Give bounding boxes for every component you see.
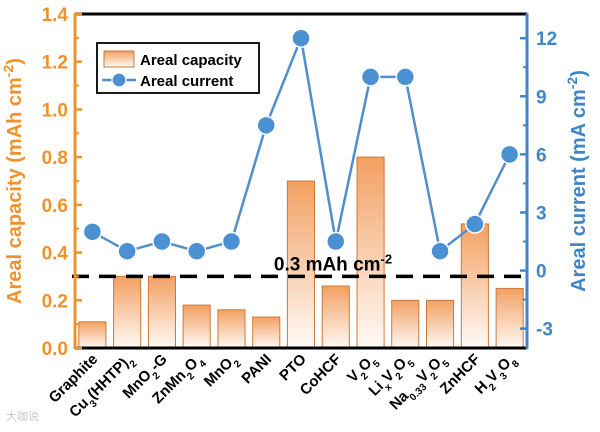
right-tick-label: 3 bbox=[536, 203, 547, 224]
legend-label-capacity: Areal capacity bbox=[140, 52, 242, 69]
bar-v2o5 bbox=[356, 156, 385, 349]
left-tick-label: 0.0 bbox=[42, 339, 68, 360]
point-znmn2o4 bbox=[186, 241, 207, 261]
point-cohcf bbox=[326, 231, 346, 252]
bar-pto bbox=[286, 180, 315, 349]
left-tick-label: 0.2 bbox=[42, 291, 68, 312]
left-tick-label: 1.2 bbox=[42, 53, 68, 74]
point-pto bbox=[291, 28, 311, 48]
watermark-text: 大咖说 bbox=[6, 409, 39, 423]
legend-label-current: Areal current bbox=[140, 73, 233, 90]
right-tick-label: 9 bbox=[536, 87, 547, 108]
left-tick-label: 1.4 bbox=[42, 5, 69, 26]
point-mno2-g bbox=[152, 231, 172, 252]
point-v2o5 bbox=[360, 67, 381, 87]
bar-graphite bbox=[78, 321, 107, 349]
point-na033v2o5 bbox=[430, 241, 450, 261]
bar-cu3-hhtp2 bbox=[113, 275, 142, 349]
point-cu3-hhtp2 bbox=[117, 241, 137, 261]
right-tick-label: 12 bbox=[536, 29, 557, 50]
left-tick-label: 0.6 bbox=[42, 196, 68, 217]
bar-lixv2o5 bbox=[391, 299, 420, 349]
category-label-h2v3o8: H2V3O8 bbox=[472, 350, 522, 400]
point-h2v3o8 bbox=[499, 144, 520, 165]
left-tick-label: 0.4 bbox=[42, 244, 69, 265]
point-lixv2o5 bbox=[395, 67, 416, 87]
legend: Areal capacity Areal current bbox=[96, 42, 260, 94]
point-pani bbox=[256, 115, 276, 136]
category-label-mno2: MnO2 bbox=[201, 350, 244, 393]
point-mno2 bbox=[221, 231, 242, 252]
reference-line-label: 0.3 mAh cm-2 bbox=[274, 251, 392, 276]
bar-na033v2o5 bbox=[426, 299, 455, 349]
left-axis-title: Areal capacity (mAh cm-2) bbox=[0, 58, 26, 304]
point-znhcf bbox=[465, 214, 485, 234]
category-label-pani: PANI bbox=[238, 351, 275, 388]
bar-h2v3o8 bbox=[495, 287, 524, 349]
right-tick-label: 6 bbox=[536, 145, 547, 166]
left-tick-label: 0.8 bbox=[42, 148, 68, 169]
bar-mno2-g bbox=[147, 275, 176, 349]
bar-znhcf bbox=[460, 223, 489, 349]
bar-cohcf bbox=[321, 285, 350, 349]
point-graphite bbox=[82, 222, 103, 242]
right-tick-label: 0 bbox=[536, 262, 547, 283]
legend-swatch-bar bbox=[103, 50, 135, 68]
left-tick-label: 1.0 bbox=[42, 100, 68, 121]
bar-znmn2o4 bbox=[182, 304, 211, 349]
bar-pani bbox=[252, 316, 281, 349]
right-axis-title: Areal current (mA cm-2) bbox=[564, 70, 590, 292]
bar-mno2 bbox=[217, 309, 246, 349]
right-tick-label: -3 bbox=[536, 320, 553, 341]
legend-swatch-marker bbox=[111, 72, 127, 88]
